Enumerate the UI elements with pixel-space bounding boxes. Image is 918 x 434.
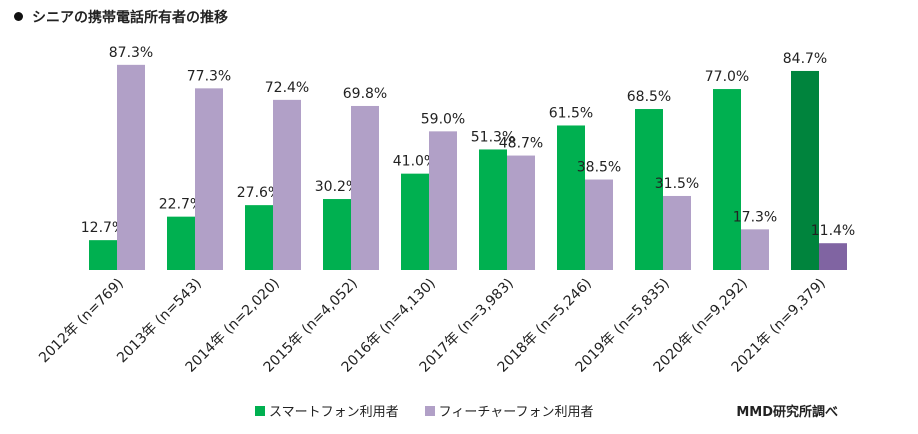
legend-swatch-smartphone xyxy=(255,405,265,416)
data-label-smartphone-2: 27.6% xyxy=(237,185,281,201)
bar-feature-7 xyxy=(663,195,691,270)
data-label-feature-3: 69.8% xyxy=(343,86,387,102)
chart-title: シニアの携帯電話所有者の推移 xyxy=(14,7,228,27)
data-label-smartphone-1: 22.7% xyxy=(159,197,203,213)
data-label-smartphone-0: 12.7% xyxy=(81,220,125,236)
bar-feature-3 xyxy=(351,105,379,270)
data-label-smartphone-4: 41.0% xyxy=(393,154,437,170)
bar-feature-4 xyxy=(429,131,457,270)
data-label-smartphone-8: 77.0% xyxy=(705,69,749,85)
category-label-1: 2013年 (n=543) xyxy=(114,276,205,367)
bar-smartphone-0 xyxy=(89,240,117,270)
bar-smartphone-6 xyxy=(557,125,585,270)
data-label-feature-8: 17.3% xyxy=(733,209,777,225)
category-label-0: 2012年 (n=769) xyxy=(36,276,127,367)
bar-feature-6 xyxy=(585,179,613,270)
bar-smartphone-4 xyxy=(401,173,429,270)
legend-label-smartphone: スマートフォン利用者 xyxy=(269,405,399,420)
legend: スマートフォン利用者 フィーチャーフォン利用者 xyxy=(255,401,593,420)
data-label-feature-1: 77.3% xyxy=(187,68,231,84)
source-note: MMD研究所調べ xyxy=(736,405,838,420)
bar-feature-8 xyxy=(741,229,769,270)
bar-smartphone-7 xyxy=(635,109,663,271)
data-label-feature-4: 59.0% xyxy=(421,111,465,127)
bar-smartphone-2 xyxy=(245,205,273,270)
bar-feature-0 xyxy=(117,64,145,270)
bar-smartphone-1 xyxy=(167,216,195,270)
legend-label-feature: フィーチャーフォン利用者 xyxy=(438,405,594,420)
data-label-smartphone-6: 61.5% xyxy=(549,105,593,121)
bullet-icon xyxy=(14,12,23,21)
bar-feature-9 xyxy=(819,243,847,270)
data-label-smartphone-7: 68.5% xyxy=(627,89,671,105)
legend-item-feature: フィーチャーフォン利用者 xyxy=(424,401,594,420)
data-label-feature-0: 87.3% xyxy=(109,45,153,61)
data-label-feature-6: 38.5% xyxy=(577,160,621,176)
data-label-feature-2: 72.4% xyxy=(265,80,309,96)
bar-smartphone-9 xyxy=(791,70,819,270)
data-label-feature-9: 11.4% xyxy=(811,223,855,239)
legend-item-smartphone: スマートフォン利用者 xyxy=(255,401,399,420)
data-label-smartphone-5: 51.3% xyxy=(471,129,515,145)
bar-smartphone-8 xyxy=(713,89,741,270)
bar-feature-2 xyxy=(273,99,301,270)
legend-swatch-feature xyxy=(424,405,435,416)
bar-smartphone-3 xyxy=(323,199,351,270)
data-label-smartphone-9: 84.7% xyxy=(783,51,827,67)
bar-feature-5 xyxy=(507,155,535,270)
bar-feature-1 xyxy=(195,88,223,270)
data-label-feature-7: 31.5% xyxy=(655,176,699,192)
data-label-feature-5: 48.7% xyxy=(499,136,543,152)
chart-title-text: シニアの携帯電話所有者の推移 xyxy=(32,10,228,26)
data-label-smartphone-3: 30.2% xyxy=(315,179,359,195)
bar-smartphone-5 xyxy=(479,149,507,270)
